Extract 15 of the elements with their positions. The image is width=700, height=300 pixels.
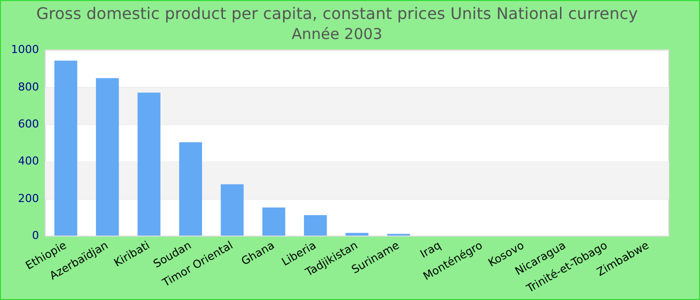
y-tick-label: 200 <box>18 192 39 205</box>
bar <box>262 208 286 236</box>
bar <box>304 215 327 236</box>
bar <box>138 92 160 236</box>
y-tick-label: 600 <box>18 117 39 130</box>
y-tick-label: 800 <box>18 80 39 94</box>
bar <box>179 142 202 236</box>
chart-title: Gross domestic product per capita, constant prices Units National currency <box>36 4 638 23</box>
bar <box>220 184 244 236</box>
chart-subtitle: Année 2003 <box>292 25 382 44</box>
y-tick-label: 0 <box>32 229 39 242</box>
y-tick-label: 400 <box>18 154 39 168</box>
y-tick-label: 1000 <box>10 43 39 56</box>
bar <box>54 60 78 236</box>
bar <box>96 78 119 236</box>
